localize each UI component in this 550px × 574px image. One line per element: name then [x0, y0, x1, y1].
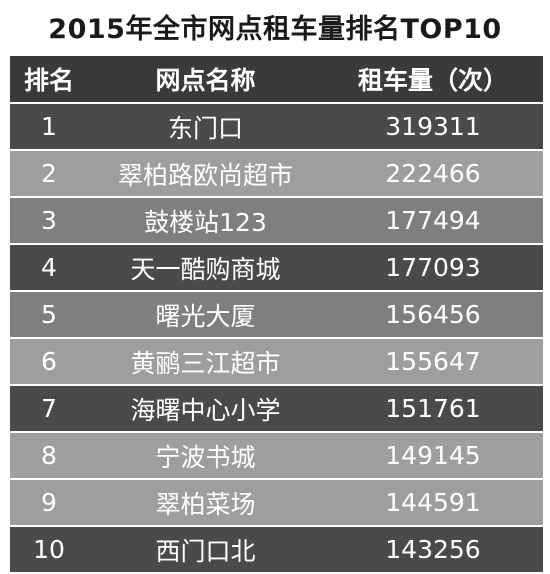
table-row: 10 西门口北 143256	[10, 527, 543, 574]
rank-cell: 1	[41, 112, 57, 141]
ranking-table: 排名 网点名称 租车量（次） 1 东门口 319311 2 翠柏路欧尚超市 22…	[10, 54, 543, 574]
header-rank: 排名	[23, 66, 74, 95]
table-row: 6 黄鹂三江超市 155647	[10, 339, 543, 386]
rental-count-cell: 149145	[385, 441, 481, 470]
rank-cell: 7	[41, 394, 57, 423]
ranking-figure: 2015年全市网点租车量排名TOP10 排名 网点名称 租车量（次） 1 东门口…	[10, 13, 543, 574]
rental-count-cell: 222466	[385, 159, 481, 188]
header-station-name: 网点名称	[155, 66, 256, 95]
table-row: 1 东门口 319311	[10, 104, 543, 151]
rental-count-cell: 155647	[385, 347, 481, 376]
table-row: 4 天一酷购商城 177093	[10, 245, 543, 292]
rank-cell: 3	[41, 206, 57, 235]
table-row: 8 宁波书城 149145	[10, 433, 543, 480]
header-rental-count: 租车量（次）	[357, 66, 508, 95]
page-title: 2015年全市网点租车量排名TOP10	[48, 13, 502, 45]
station-name-cell: 海曙中心小学	[130, 395, 281, 425]
rank-cell: 5	[41, 300, 57, 329]
station-name-cell: 翠柏菜场	[155, 489, 256, 519]
station-name-cell: 黄鹂三江超市	[130, 348, 281, 378]
rank-cell: 6	[41, 347, 57, 376]
rank-cell: 4	[41, 253, 57, 282]
rank-cell: 10	[33, 535, 65, 564]
station-name-cell: 宁波书城	[155, 442, 256, 472]
table-row: 9 翠柏菜场 144591	[10, 480, 543, 527]
station-name-cell: 曙光大厦	[155, 301, 256, 331]
rental-count-cell: 144591	[385, 488, 481, 517]
rental-count-cell: 151761	[385, 394, 481, 423]
table-row: 7 海曙中心小学 151761	[10, 386, 543, 433]
station-name-cell: 西门口北	[155, 536, 256, 566]
rental-count-cell: 143256	[385, 535, 481, 564]
table-header-row: 排名 网点名称 租车量（次）	[10, 56, 543, 104]
station-name-cell: 东门口	[167, 113, 243, 143]
rank-cell: 8	[41, 441, 57, 470]
rental-count-cell: 319311	[385, 112, 481, 141]
station-name-cell: 天一酷购商城	[130, 254, 281, 284]
rank-cell: 2	[41, 159, 57, 188]
table-row: 2 翠柏路欧尚超市 222466	[10, 151, 543, 198]
rental-count-cell: 156456	[385, 300, 481, 329]
rental-count-cell: 177494	[385, 206, 481, 235]
station-name-cell: 鼓楼站123	[144, 207, 267, 237]
station-name-cell: 翠柏路欧尚超市	[117, 160, 293, 190]
rental-count-cell: 177093	[385, 253, 481, 282]
table-row: 5 曙光大厦 156456	[10, 292, 543, 339]
table-row: 3 鼓楼站123 177494	[10, 198, 543, 245]
rank-cell: 9	[41, 488, 57, 517]
